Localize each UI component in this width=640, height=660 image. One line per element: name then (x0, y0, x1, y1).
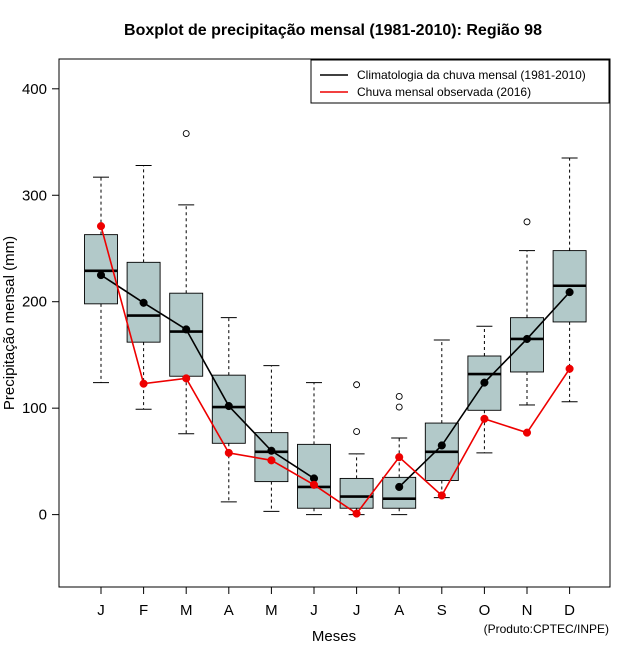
box-7 (339, 381, 374, 516)
x-tick-label: N (522, 602, 533, 619)
series-observed (96, 222, 574, 518)
series-point (480, 414, 489, 423)
series-line (100, 274, 315, 480)
series-point (139, 298, 148, 307)
series-point (395, 453, 404, 462)
chart-title: Boxplot de precipitação mensal (1981-201… (124, 22, 542, 39)
credit-text: (Produto:CPTEC/INPE) (484, 622, 609, 636)
box-9 (424, 339, 459, 499)
series-climatology (96, 271, 574, 491)
outlier-point (353, 428, 361, 436)
x-tick-label: M (265, 602, 278, 619)
x-tick-label: J (97, 602, 105, 619)
boxes (84, 130, 587, 516)
series-point (522, 334, 532, 344)
series-point (96, 222, 106, 231)
y-tick-label: 0 (39, 507, 47, 524)
outlier-point (182, 130, 190, 137)
series-point (437, 441, 446, 450)
x-axis-label: Meses (312, 628, 356, 645)
legend: Climatologia da chuva mensal (1981-2010)… (310, 59, 610, 104)
box-6 (297, 382, 331, 516)
legend-label-climatology: Climatologia da chuva mensal (1981-2010) (357, 68, 586, 82)
box-iqr (339, 477, 374, 509)
x-tick-label: M (180, 602, 193, 619)
x-tick-label: A (394, 602, 404, 619)
box-iqr (169, 292, 204, 377)
box-3 (169, 130, 204, 435)
series-point (352, 509, 361, 518)
y-axis: 0 100 200 300 400 (22, 81, 59, 524)
series-point (565, 364, 574, 373)
y-tick-label: 400 (22, 81, 47, 98)
series-lines (96, 222, 574, 518)
y-axis-label: Precipitação mensal (mm) (1, 236, 18, 410)
x-tick-label: S (437, 602, 447, 619)
x-tick-label: J (310, 602, 318, 619)
series-point (182, 325, 191, 334)
series-point (309, 480, 319, 489)
x-tick-label: O (479, 602, 491, 619)
plot-frame (58, 58, 611, 588)
x-tick-label: F (139, 602, 148, 619)
box-12 (552, 157, 587, 403)
y-tick-label: 100 (22, 400, 47, 417)
series-point (224, 448, 233, 457)
box-2 (126, 164, 161, 410)
series-line (100, 225, 571, 515)
series-point (139, 379, 148, 388)
x-tick-label: D (564, 602, 575, 619)
series-point (224, 401, 233, 411)
series-point (96, 271, 106, 280)
series-point (522, 428, 532, 437)
series-point (267, 446, 276, 455)
box-10 (467, 325, 502, 454)
box-iqr (382, 476, 417, 509)
series-point (480, 378, 489, 387)
box-11 (510, 218, 544, 406)
series-point (565, 288, 574, 297)
outlier-point (353, 381, 361, 389)
legend-box (310, 59, 610, 104)
box-1 (84, 176, 118, 384)
outlier-point (395, 393, 403, 400)
series-point (182, 374, 191, 383)
y-tick-label: 200 (22, 294, 47, 311)
outlier-point (523, 218, 531, 226)
y-tick-label: 300 (22, 187, 47, 204)
legend-label-observed: Chuva mensal observada (2016) (357, 85, 531, 99)
x-tick-label: A (224, 602, 234, 619)
series-point (437, 491, 446, 500)
series-point (395, 482, 404, 491)
series-point (267, 456, 276, 465)
x-tick-label: J (353, 602, 361, 619)
box-8 (382, 393, 417, 516)
outlier-point (395, 403, 403, 411)
